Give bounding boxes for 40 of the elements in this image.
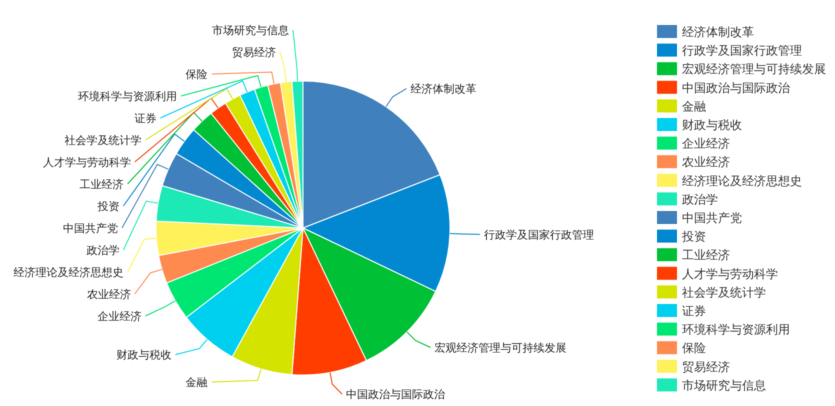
legend-label: 经济理论及经济思想史 [682,174,802,188]
legend-label: 人才学与劳动科学 [682,266,778,281]
legend-label: 证券 [682,304,706,318]
slice-label: 行政学及国家行政管理 [484,228,594,242]
slice-label: 金融 [186,376,208,389]
legend-label: 财政与税收 [682,118,742,132]
legend-label: 企业经济 [682,136,730,151]
slice-label: 中国共产党 [63,222,118,235]
legend-label: 工业经济 [682,248,730,262]
slice-label: 财政与税收 [116,348,172,362]
slice-label: 社会学及统计学 [64,134,142,147]
slice-label: 经济体制改革 [410,82,476,96]
slice-label: 农业经济 [86,288,131,301]
legend-label: 投资 [681,230,706,244]
slice-label: 人才学与劳动科学 [42,156,131,169]
legend-label: 市场研究与信息 [682,378,766,392]
legend-label: 金融 [682,99,706,114]
legend-label: 经济体制改革 [682,25,754,39]
slice-label: 市场研究与信息 [212,24,290,37]
legend-label: 保险 [682,341,706,356]
legend-label: 中国政治与国际政治 [682,80,790,95]
slice-label: 中国政治与国际政治 [346,388,446,402]
legend-label: 贸易经济 [682,360,730,374]
legend-label: 环境科学与资源利用 [682,322,790,337]
slice-label: 保险 [186,68,208,81]
slice-label: 贸易经济 [232,46,276,59]
legend-label: 政治学 [682,192,718,206]
slice-label: 宏观经济管理与可持续发展 [434,342,566,354]
slice-label: 工业经济 [80,178,124,191]
slice-label: 投资 [96,200,120,213]
legend-label: 中国共产党 [682,211,742,225]
slice-label: 证券 [134,112,156,125]
legend-label: 社会学及统计学 [682,285,766,300]
slice-label: 经济理论及经济思想史 [14,266,124,279]
legend-label: 农业经济 [682,155,730,170]
legend-label: 行政学及国家行政管理 [682,44,802,58]
slice-label: 企业经济 [97,310,142,323]
slice-label: 环境科学与资源利用 [78,90,178,103]
slice-label: 政治学 [86,244,120,257]
legend-label: 宏观经济管理与可持续发展 [682,62,826,76]
